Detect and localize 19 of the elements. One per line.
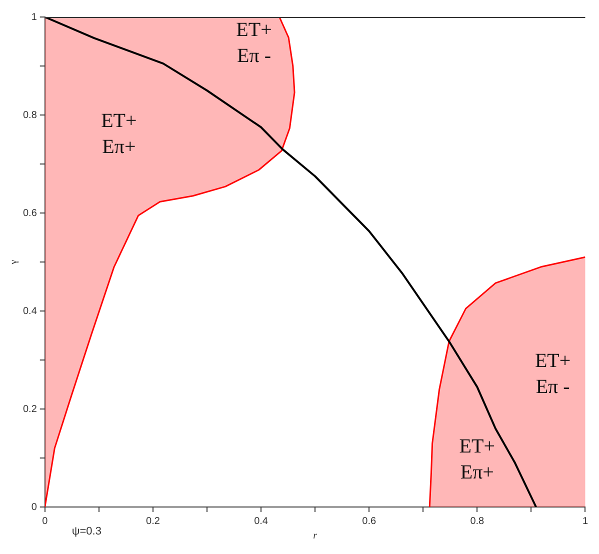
x-tick-label: 0 (42, 516, 48, 527)
y-tick-label: 0 (31, 502, 38, 513)
annotation: ET+ Eπ+ (459, 436, 496, 484)
y-tick-label: 1 (31, 12, 38, 23)
x-tick-label: 0.8 (470, 516, 485, 527)
y-tick-label: 0.4 (22, 306, 38, 317)
x-tick-label: 0.6 (362, 516, 376, 527)
y-tick-label: 0.8 (22, 110, 38, 121)
x-axis-title: r (313, 530, 318, 542)
y-tick-label: 0.2 (22, 404, 38, 415)
y-tick-label: 0.6 (22, 208, 38, 219)
y-axis-title: γ (8, 259, 20, 266)
annotation: ET+ Eπ+ (101, 110, 137, 158)
x-tick-label: 1 (582, 516, 588, 527)
x-tick-label: 0.4 (254, 516, 268, 527)
text: ψ=0.3 (72, 526, 102, 538)
annotation: ET+ Eπ - (236, 19, 272, 68)
annotation: ET+ Eπ - (534, 350, 571, 398)
x-tick-label: 0.2 (146, 516, 160, 527)
